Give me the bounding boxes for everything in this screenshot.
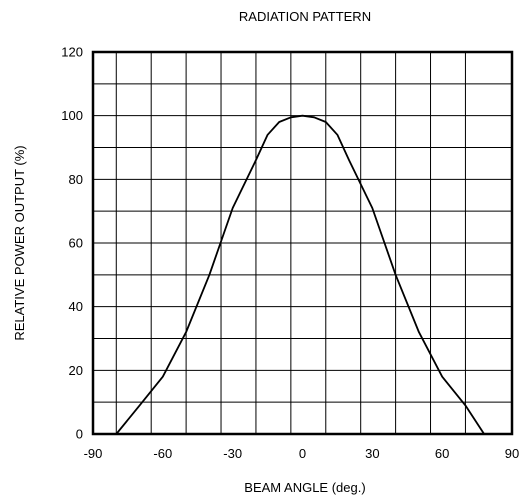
y-tick-label: 100 [61,108,83,123]
y-tick-label: 80 [69,172,83,187]
plot-frame [91,50,514,436]
grid [93,52,512,434]
y-tick-label: 20 [69,363,83,378]
y-tick-label: 40 [69,299,83,314]
series-line [115,114,485,435]
y-tick-label: 60 [69,236,83,251]
y-axis-ticks: 0 20 40 60 80 100 120 [61,45,83,442]
x-tick-label: -90 [84,446,103,461]
x-axis-title: BEAM ANGLE (deg.) [244,480,365,495]
y-tick-label: 120 [61,45,83,60]
y-axis-title: RELATIVE POWER OUTPUT (%) [12,145,27,340]
x-tick-label: 60 [435,446,449,461]
x-tick-label: -60 [153,446,172,461]
x-tick-label: -30 [223,446,242,461]
x-tick-label: 90 [505,446,519,461]
x-tick-label: 30 [365,446,379,461]
x-axis-ticks: -90 -60 -30 0 30 60 90 [84,446,520,461]
y-tick-label: 0 [76,427,83,442]
chart-title: RADIATION PATTERN [239,9,371,24]
series [115,114,485,435]
x-tick-label: 0 [299,446,306,461]
